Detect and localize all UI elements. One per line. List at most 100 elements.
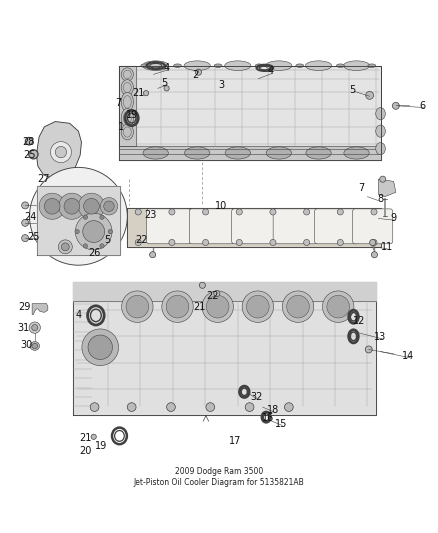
Text: 2009 Dodge Ram 3500
Jet-Piston Oil Cooler Diagram for 5135821AB: 2009 Dodge Ram 3500 Jet-Piston Oil Coole… [134,467,304,487]
Circle shape [371,239,377,246]
Polygon shape [73,282,376,415]
Ellipse shape [184,61,210,70]
Text: 22: 22 [206,291,219,301]
Circle shape [21,220,28,227]
Circle shape [75,229,79,234]
Text: 18: 18 [267,405,279,415]
Text: 7: 7 [358,183,364,193]
Circle shape [371,209,377,215]
Circle shape [206,295,229,318]
Ellipse shape [121,79,134,95]
Ellipse shape [32,343,38,349]
Circle shape [202,291,233,322]
Text: 1: 1 [118,122,124,132]
Text: 4: 4 [268,66,274,76]
Ellipse shape [266,61,292,70]
Circle shape [127,403,136,411]
Ellipse shape [184,147,210,159]
Circle shape [100,215,104,220]
Text: 21: 21 [132,88,145,98]
Polygon shape [119,66,381,159]
Circle shape [164,86,169,91]
FancyBboxPatch shape [147,209,191,244]
Circle shape [21,202,28,209]
Text: 6: 6 [419,101,425,111]
Circle shape [64,198,80,214]
Text: 20: 20 [80,446,92,456]
Circle shape [104,201,114,212]
Circle shape [144,91,149,96]
Ellipse shape [143,61,169,70]
Circle shape [39,193,65,220]
Text: 4: 4 [75,310,81,320]
Circle shape [108,229,113,234]
Circle shape [366,92,374,99]
Circle shape [83,215,88,220]
Circle shape [83,221,105,243]
Ellipse shape [225,147,251,159]
Ellipse shape [306,147,331,159]
Circle shape [202,209,208,215]
Circle shape [82,329,119,366]
Ellipse shape [296,64,304,67]
Text: 5: 5 [349,85,355,95]
Circle shape [166,295,189,318]
Circle shape [126,295,148,318]
Text: 15: 15 [275,419,288,429]
Circle shape [322,291,354,322]
Ellipse shape [376,108,385,120]
Circle shape [122,291,153,322]
Ellipse shape [121,68,134,81]
Circle shape [50,142,71,163]
Circle shape [304,239,310,246]
Circle shape [59,193,85,220]
Ellipse shape [266,147,291,159]
Text: 26: 26 [88,247,101,257]
Polygon shape [119,147,381,159]
Circle shape [90,403,99,411]
Circle shape [214,290,220,297]
Polygon shape [127,207,381,247]
Text: 5: 5 [161,78,168,88]
Circle shape [337,209,343,215]
Circle shape [91,434,96,439]
Circle shape [247,295,269,318]
Ellipse shape [344,147,369,159]
FancyBboxPatch shape [232,209,276,244]
Ellipse shape [214,64,222,67]
Ellipse shape [141,64,149,67]
Circle shape [169,239,175,246]
Circle shape [371,252,378,258]
Ellipse shape [255,64,263,67]
Text: 14: 14 [402,351,414,361]
Text: 23: 23 [144,210,156,220]
Text: 22: 22 [135,235,148,245]
Circle shape [236,239,242,246]
Circle shape [380,176,386,182]
Circle shape [29,167,127,265]
Circle shape [32,325,38,330]
Circle shape [55,147,67,158]
Ellipse shape [376,125,385,138]
FancyBboxPatch shape [314,209,359,244]
Polygon shape [73,282,376,302]
Ellipse shape [336,64,344,67]
Circle shape [135,209,141,215]
Circle shape [162,291,193,322]
Circle shape [169,209,175,215]
Text: 3: 3 [218,80,224,90]
Circle shape [100,244,104,248]
Polygon shape [378,179,396,197]
Circle shape [150,252,155,258]
Circle shape [21,235,28,241]
Circle shape [58,240,72,254]
Circle shape [206,403,215,411]
Text: 21: 21 [79,433,91,443]
Circle shape [287,295,309,318]
Circle shape [83,244,88,248]
Circle shape [84,198,99,214]
Text: 25: 25 [27,232,40,242]
FancyBboxPatch shape [189,209,234,244]
Ellipse shape [305,61,332,70]
Ellipse shape [368,64,376,67]
